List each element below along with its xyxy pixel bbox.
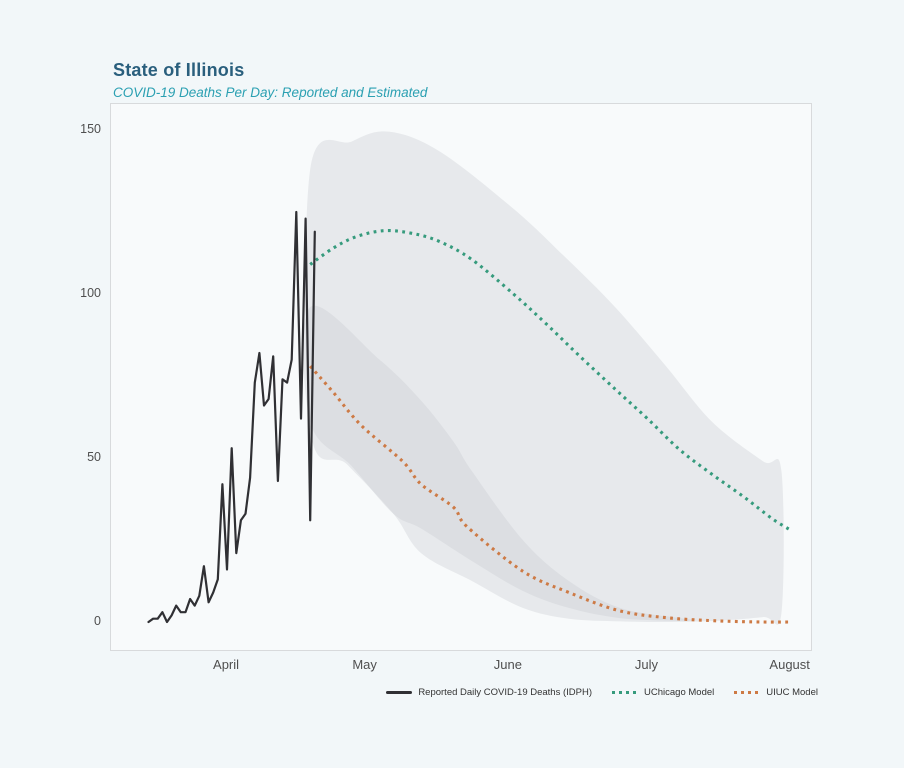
legend-item-uiuc: UIUC Model xyxy=(734,687,818,698)
legend-item-reported: Reported Daily COVID-19 Deaths (IDPH) xyxy=(386,687,592,698)
legend-label: Reported Daily COVID-19 Deaths (IDPH) xyxy=(418,687,593,698)
chart-legend: Reported Daily COVID-19 Deaths (IDPH) UCh… xyxy=(110,687,818,698)
covid-deaths-chart xyxy=(147,131,792,625)
x-tick-label-june: June xyxy=(493,657,522,672)
uiuc-model-line xyxy=(309,365,791,624)
x-tick-label-april: April xyxy=(213,657,240,672)
x-tick-label-august: August xyxy=(769,657,810,672)
page-subtitle: COVID-19 Deaths Per Day: Reported and Es… xyxy=(113,85,428,100)
reported-deaths-line xyxy=(147,210,316,624)
legend-swatch-icon xyxy=(612,691,639,694)
uchicago-model-line xyxy=(309,229,792,532)
uncertainty-band-uchicago xyxy=(305,131,784,625)
y-tick-label: 150 xyxy=(80,122,101,136)
x-tick-label-may: May xyxy=(352,657,377,672)
y-tick-label: 0 xyxy=(94,614,101,628)
legend-swatch-icon xyxy=(734,691,761,694)
title-block: State of Illinois COVID-19 Deaths Per Da… xyxy=(113,60,427,100)
legend-swatch-icon xyxy=(386,690,413,695)
y-tick-label: 50 xyxy=(87,450,101,464)
uncertainty-band-uiuc xyxy=(303,305,696,622)
page-title: State of Illinois xyxy=(113,60,245,80)
legend-label: UChicago Model xyxy=(644,687,715,698)
y-tick-label: 100 xyxy=(80,286,101,300)
legend-label: UIUC Model xyxy=(766,687,818,698)
x-tick-label-july: July xyxy=(634,657,659,672)
legend-item-uchicago: UChicago Model xyxy=(612,687,714,698)
chart-panel xyxy=(110,103,812,651)
